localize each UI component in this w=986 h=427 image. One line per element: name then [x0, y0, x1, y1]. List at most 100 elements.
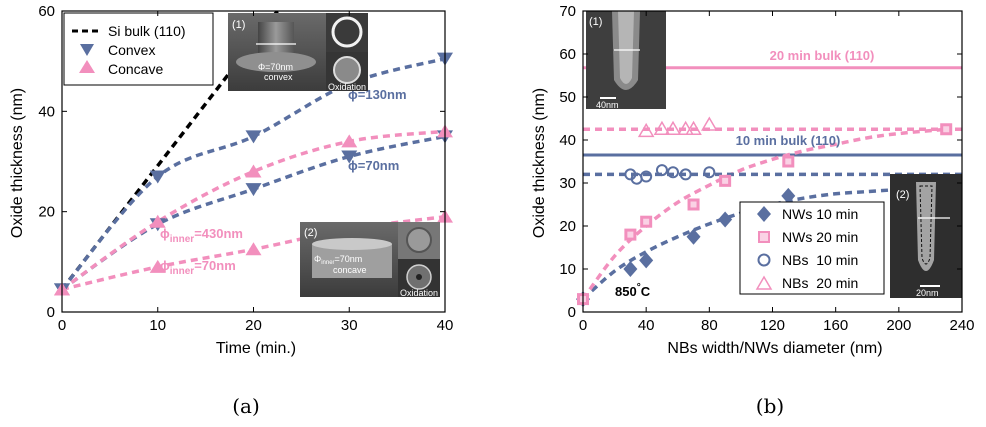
- inset-sem-nanobelt: (1) 40nm: [586, 11, 666, 110]
- fit-curve-concave: [62, 129, 445, 291]
- panel-b-legend: NWs 10 min NWs 20 min NBs 10 min NBs 20 …: [739, 201, 885, 295]
- annotation-phi-inner-430: ϕinner=430nm: [160, 226, 243, 245]
- panel-b-y-axis-label: Oxide thickness (nm): [531, 88, 548, 238]
- legend-entry: NBs 10 min: [782, 252, 858, 268]
- data-point-nws-10-min: [781, 187, 796, 204]
- fit-curve-convex: [62, 56, 445, 291]
- inset-scale: 40nm: [596, 100, 619, 110]
- panel-a-y-tick-label: 20: [38, 204, 55, 221]
- fit-curve: [581, 127, 947, 301]
- annotation-phi-70: ϕ=70nm: [348, 158, 399, 173]
- data-point-concave: [245, 164, 262, 178]
- legend-entry: NWs 20 min: [782, 229, 858, 245]
- data-point-concave: [149, 214, 166, 228]
- panel-a-x-tick-label: 20: [245, 317, 262, 334]
- data-point-nws-20-min: [719, 174, 732, 187]
- panel-b-y-tick-label: 50: [559, 89, 576, 106]
- svg-text:Φinner=70nm: Φinner=70nm: [314, 254, 362, 266]
- reference-label-10min: 10 min bulk (110): [736, 133, 841, 148]
- data-point-concave: [341, 134, 358, 148]
- panel-a-x-tick-label: 40: [437, 317, 454, 334]
- data-point-nbs-20-min: [664, 120, 682, 135]
- data-point-nws-20-min: [782, 155, 795, 168]
- inset-sem-concave: (2) Φinner=70nm concave Oxidation: [300, 222, 440, 298]
- legend-swatch-convex: [80, 44, 94, 56]
- inset-text: =70nm: [335, 254, 363, 264]
- data-point-nws-10-min: [623, 261, 638, 277]
- inset-text: Φ=70nm: [258, 62, 293, 72]
- annotation-text: °: [637, 282, 641, 293]
- caption-b: (b): [756, 394, 784, 418]
- panel-b-x-tick-label: 120: [760, 317, 785, 334]
- annotation-text: 850: [615, 284, 637, 299]
- panel-a-x-tick-label: 0: [58, 317, 66, 334]
- panel-b-x-tick-label: 80: [701, 317, 718, 334]
- panel-b: 20 min bulk (110) 10 min bulk (110) 850°…: [531, 3, 975, 357]
- panel-b-y-tick-label: 0: [568, 304, 576, 321]
- panel-b-x-axis-label: NBs width/NWs diameter (nm): [667, 340, 882, 357]
- data-point-convex: [149, 170, 166, 184]
- data-point-nbs-10-min: [640, 170, 653, 183]
- annotation-850c: 850°C: [615, 282, 651, 299]
- panel-b-y-tick-label: 30: [559, 175, 576, 192]
- panel-a-legend: Si bulk (110) Convex Concave: [63, 12, 214, 86]
- panel-a-axes: 0 10 20 30 40 0 20 40 60: [38, 3, 453, 334]
- inset-sem-convex: (1) Φ=70nm convex Oxidation: [228, 13, 368, 92]
- legend-swatch-nbs-20: [755, 275, 773, 290]
- data-point-nws-20-min: [687, 198, 700, 211]
- panel-a-x-tick-label: 30: [341, 317, 358, 334]
- inset-side-label: Oxidation: [400, 288, 438, 298]
- legend-swatch-nws-10: [757, 206, 771, 222]
- panel-b-markers: [576, 116, 953, 308]
- inset-scale: 20nm: [916, 288, 939, 298]
- data-point-nbs-10-min: [703, 166, 716, 179]
- data-point-nws-10-min: [639, 252, 654, 269]
- inset-label: (1): [589, 16, 602, 28]
- data-point-convex: [245, 130, 262, 144]
- panel-b-x-tick-label: 160: [823, 317, 848, 334]
- panel-b-y-tick-label: 40: [559, 132, 576, 149]
- data-point-nws-20-min: [624, 228, 637, 241]
- panel-b-y-tick-label: 10: [559, 261, 576, 278]
- inset-text: concave: [333, 265, 367, 275]
- panel-b-x-tick-label: 200: [886, 317, 911, 334]
- annotation-phi-inner-70: ϕinner=70nm: [160, 258, 236, 277]
- legend-swatch-concave: [79, 60, 95, 73]
- data-point-nbs-20-min: [701, 116, 718, 131]
- data-point-nws-20-min: [640, 215, 653, 228]
- inset-label: (2): [896, 189, 909, 201]
- panel-a-y-tick-label: 0: [47, 304, 55, 321]
- legend-swatch-nbs-10: [757, 253, 771, 267]
- panel-a-y-tick-label: 60: [38, 3, 55, 20]
- legend-entry: NWs 10 min: [782, 206, 858, 222]
- panel-a-x-axis-label: Time (min.): [216, 340, 296, 357]
- data-point-convex: [341, 150, 358, 164]
- data-point-nbs-20-min: [677, 120, 694, 135]
- panel-a-y-tick-label: 40: [38, 103, 55, 120]
- panel-b-x-tick-label: 40: [638, 317, 655, 334]
- data-point-concave: [149, 259, 166, 273]
- data-point-nws-20-min: [940, 123, 953, 136]
- data-point-nbs-20-min: [653, 120, 671, 135]
- panel-b-x-tick-label: 0: [579, 317, 587, 334]
- inset-label: (1): [232, 19, 245, 31]
- data-point-nbs-10-min: [679, 168, 692, 181]
- data-point-concave: [245, 242, 262, 256]
- panel-b-y-tick-label: 20: [559, 218, 576, 235]
- panel-b-y-tick-label: 70: [559, 3, 576, 20]
- data-point-nbs-20-min: [685, 120, 702, 135]
- inset-text: convex: [264, 72, 293, 82]
- legend-entry: Concave: [108, 61, 163, 77]
- reference-label-20min: 20 min bulk (110): [770, 48, 875, 63]
- data-point-convex: [245, 183, 262, 197]
- legend-entry: Convex: [108, 42, 155, 58]
- data-point-nbs-10-min: [667, 166, 680, 179]
- panel-a: ϕ=130nm ϕ=70nm ϕinner=430nm ϕinner=70nm …: [9, 3, 453, 357]
- panel-b-y-tick-label: 60: [559, 46, 576, 63]
- inset-text: inner: [321, 260, 334, 266]
- data-point-nws-10-min: [718, 211, 733, 228]
- data-point-nbs-20-min: [637, 122, 655, 138]
- data-point-nbs-10-min: [655, 164, 668, 177]
- caption-a: (a): [232, 394, 260, 418]
- legend-entry: Si bulk (110): [108, 23, 186, 39]
